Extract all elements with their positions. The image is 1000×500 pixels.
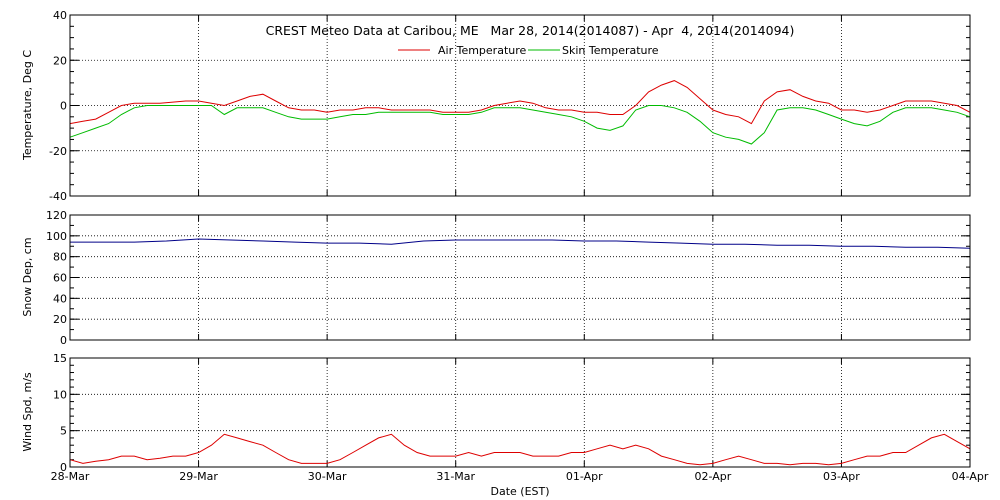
temperature-axis-label: Temperature, Deg C [21, 50, 34, 161]
temperature-tick-label: 20 [53, 54, 67, 67]
legend-skin-label: Skin Temperature [562, 44, 659, 57]
wind-speed-frame [69, 357, 971, 468]
chart-title: CREST Meteo Data at Caribou, ME Mar 28, … [266, 23, 795, 38]
temperature-tick-label: 40 [53, 9, 67, 22]
wind-speed-tick-label: 5 [60, 425, 67, 438]
x-axis-label: Date (EST) [490, 485, 549, 498]
temperature-tick-label: -20 [49, 145, 67, 158]
x-tick-label: 28-Mar [51, 470, 90, 483]
snow-depth-tick-label: 120 [46, 209, 67, 222]
legend-air-label: Air Temperature [438, 44, 527, 57]
legend: Air Temperature Skin Temperature [398, 44, 659, 57]
wind-axis-label: Wind Spd, m/s [21, 372, 34, 452]
temperature-series-air-temperature-line [69, 80, 971, 125]
x-tick-label: 30-Mar [308, 470, 347, 483]
x-tick-label: 04-Apr [952, 470, 989, 483]
plot-area: -40 -20 0 20 40 0 20 40 60 80 100 120 0 5 10 15 28-Mar 29… [46, 9, 989, 483]
wind-speed-tick-label: 10 [53, 388, 67, 401]
snow-depth-tick-label: 20 [53, 313, 67, 326]
wind-speed-series-0-line [69, 433, 971, 466]
temperature-frame [69, 14, 971, 197]
x-tick-label: 01-Apr [566, 470, 603, 483]
temperature-tick-label: 0 [60, 100, 67, 113]
snow-depth-tick-label: 80 [53, 251, 67, 264]
snow-depth-tick-label: 40 [53, 292, 67, 305]
snow-depth-tick-label: 0 [60, 334, 67, 347]
wind-speed-tick-label: 15 [53, 352, 67, 365]
snow-depth-frame [69, 214, 971, 341]
wind-speed-tick-label: 0 [60, 461, 67, 474]
x-tick-label: 31-Mar [436, 470, 475, 483]
snow-axis-label: Snow Dep, cm [21, 237, 34, 316]
x-tick-label: 29-Mar [179, 470, 218, 483]
temperature-tick-label: -40 [49, 190, 67, 203]
x-tick-label: 03-Apr [823, 470, 860, 483]
snow-depth-tick-label: 60 [53, 272, 67, 285]
x-tick-label: 02-Apr [694, 470, 731, 483]
snow-depth-series-0-line [70, 238, 971, 249]
snow-depth-tick-label: 100 [46, 230, 67, 243]
temperature-series-skin-temperature-line [69, 105, 971, 145]
